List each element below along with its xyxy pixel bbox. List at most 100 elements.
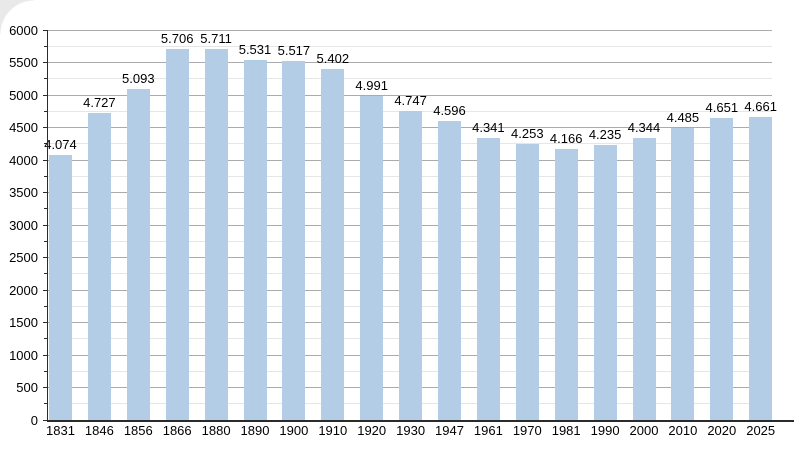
bar-value-label: 4.651 — [705, 99, 739, 115]
bar-value-label: 5.402 — [316, 50, 350, 66]
x-axis-label: 1981 — [551, 423, 581, 438]
window-corner-shade — [0, 0, 34, 34]
x-axis-label: 1866 — [162, 423, 192, 438]
x-axis-label: 2025 — [746, 423, 776, 438]
bar — [321, 68, 345, 420]
bar-value-label: 4.661 — [744, 99, 777, 115]
gridline-major — [48, 29, 772, 31]
y-axis-label: 6000 — [9, 22, 38, 38]
bar — [87, 112, 111, 420]
y-axis-label: 1000 — [9, 347, 38, 363]
x-axis-label: 1880 — [201, 423, 231, 438]
y-axis-label: 4500 — [9, 120, 38, 135]
x-axis-label: 1920 — [357, 423, 387, 438]
bar — [126, 88, 150, 420]
y-major-tick — [42, 419, 48, 421]
bar-value-label: 4.344 — [627, 119, 661, 135]
y-major-tick — [42, 354, 48, 356]
y-minor-tick — [44, 175, 48, 177]
x-axis-label: 1831 — [46, 423, 75, 438]
x-axis-label: 1890 — [240, 423, 270, 438]
bar-value-label: 4.235 — [588, 126, 622, 142]
bar — [360, 95, 384, 420]
bar — [438, 121, 461, 420]
y-axis-line — [46, 30, 48, 422]
bar — [49, 155, 72, 420]
bar — [593, 144, 617, 420]
y-minor-tick — [44, 78, 48, 80]
gridline-major — [48, 62, 772, 63]
bar — [515, 143, 539, 420]
y-major-tick — [42, 62, 48, 63]
x-axis-label: 1910 — [318, 423, 348, 438]
bar — [204, 48, 228, 420]
y-axis-label: 500 — [16, 380, 38, 395]
y-axis-label: 5000 — [9, 87, 38, 103]
bar-value-label: 5.711 — [200, 30, 232, 46]
y-major-tick — [42, 224, 48, 226]
y-major-tick — [42, 257, 48, 258]
x-axis-label: 2020 — [707, 423, 737, 438]
x-axis-label: 1947 — [435, 423, 464, 438]
bar-value-label: 5.706 — [160, 31, 194, 47]
bar — [710, 117, 734, 420]
bar — [671, 128, 695, 420]
y-axis-label: 1500 — [9, 315, 38, 330]
y-axis-label: 4000 — [9, 152, 38, 168]
bar — [282, 61, 306, 420]
y-major-tick — [42, 29, 48, 31]
y-minor-tick — [44, 45, 48, 47]
bar-value-label: 4.727 — [83, 94, 116, 110]
bar-value-label: 4.747 — [394, 93, 427, 109]
bar-value-label: 4.341 — [472, 119, 505, 135]
y-minor-tick — [44, 403, 48, 405]
x-axis-label: 1856 — [123, 423, 153, 438]
bar-value-label: 4.253 — [511, 125, 544, 141]
bar-value-label: 4.166 — [549, 131, 583, 147]
y-minor-tick — [44, 305, 48, 307]
gridline-minor — [48, 45, 772, 47]
x-axis-label: 1990 — [590, 423, 620, 438]
y-axis-label: 0 — [30, 412, 38, 428]
x-axis-label: 1900 — [279, 423, 309, 438]
bar — [399, 111, 423, 420]
gridline-major — [48, 94, 772, 96]
bar — [554, 149, 578, 420]
y-minor-tick — [44, 338, 48, 340]
x-axis-label: 1846 — [84, 423, 114, 438]
x-axis-label: 2000 — [629, 423, 659, 438]
x-axis-label: 1930 — [396, 423, 426, 438]
y-major-tick — [42, 94, 48, 96]
y-minor-tick — [44, 240, 48, 242]
y-major-tick — [42, 159, 48, 161]
x-axis-label: 1961 — [473, 423, 503, 438]
y-major-tick — [42, 322, 48, 323]
y-axis-label: 5500 — [9, 55, 38, 70]
y-axis-label: 2500 — [9, 250, 38, 265]
y-minor-tick — [44, 273, 48, 275]
x-axis-line — [46, 419, 794, 422]
bar-value-label: 4.991 — [355, 77, 388, 93]
y-minor-tick — [44, 370, 48, 372]
bar — [243, 60, 267, 420]
bar — [632, 137, 656, 420]
bar-value-label: 4.485 — [666, 110, 700, 126]
bar-value-label: 5.531 — [238, 42, 272, 58]
y-major-tick — [42, 127, 48, 128]
x-axis-label: 2010 — [668, 423, 698, 438]
x-axis-label: 1970 — [512, 423, 542, 438]
gridline-minor — [48, 78, 772, 80]
y-major-tick — [42, 289, 48, 291]
bar-value-label: 4.074 — [44, 137, 77, 153]
gridline-minor — [48, 110, 772, 112]
bar-value-label: 5.517 — [277, 43, 311, 59]
y-major-tick — [42, 387, 48, 388]
y-axis-label: 2000 — [9, 282, 38, 298]
y-minor-tick — [44, 208, 48, 210]
bar-value-label: 4.596 — [433, 103, 466, 119]
bar-value-label: 5.093 — [122, 70, 155, 86]
y-axis-label: 3500 — [9, 185, 38, 200]
bar — [165, 49, 189, 420]
y-axis-label: 3000 — [9, 217, 38, 233]
